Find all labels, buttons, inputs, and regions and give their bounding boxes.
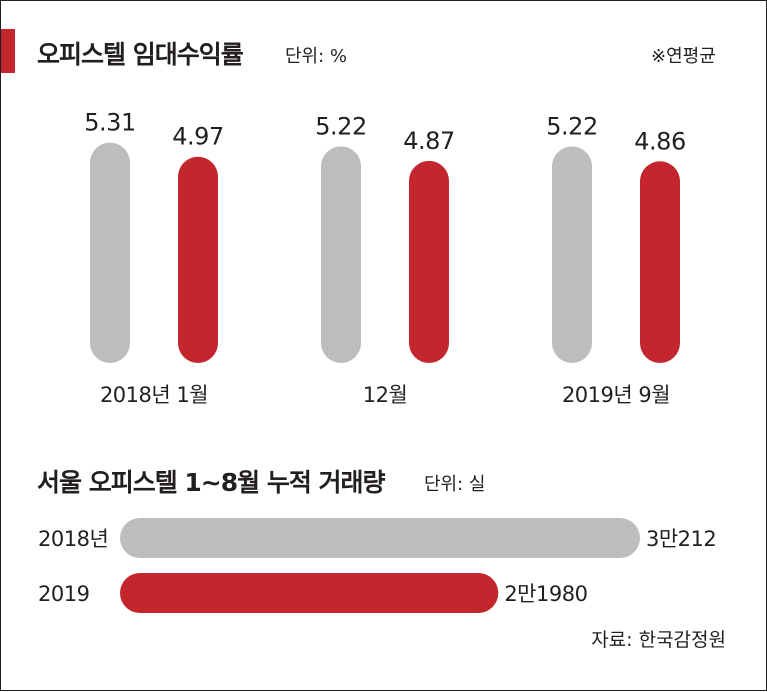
value-label-red-0: 4.97	[172, 123, 223, 151]
bar-gray-2	[552, 146, 592, 363]
value-label-gray-1: 5.22	[315, 112, 366, 140]
hbar-category-1: 2019	[38, 582, 89, 606]
chart2-unit: 단위: 실	[424, 474, 486, 495]
category-label-0: 2018년 1월	[100, 383, 208, 407]
value-label-red-2: 4.86	[634, 127, 685, 155]
hbar-0	[120, 518, 640, 558]
hbar-category-0: 2018년	[38, 527, 108, 551]
hbar-value-0: 3만212	[646, 527, 716, 551]
value-label-gray-2: 5.22	[546, 112, 597, 140]
chart1-unit: 단위: %	[285, 46, 348, 67]
bar-red-0	[178, 156, 218, 363]
bar-gray-0	[90, 142, 130, 363]
source-note: 자료: 한국감정원	[591, 629, 726, 651]
chart1-note: ※연평균	[651, 46, 716, 67]
category-label-2: 2019년 9월	[562, 383, 670, 407]
bar-red-2	[640, 161, 680, 363]
bar-red-1	[409, 160, 449, 363]
hbar-1	[120, 573, 499, 613]
accent-tab	[1, 29, 15, 73]
value-label-gray-0: 5.31	[84, 109, 135, 137]
hbar-value-1: 2만1980	[504, 582, 587, 606]
value-label-red-1: 4.87	[403, 127, 454, 155]
category-label-1: 12월	[363, 383, 408, 407]
chart1-title: 오피스텔 임대수익률	[37, 40, 244, 69]
chart2-title: 서울 오피스텔 1~8월 누적 거래량	[37, 468, 386, 497]
bar-gray-1	[321, 146, 361, 363]
